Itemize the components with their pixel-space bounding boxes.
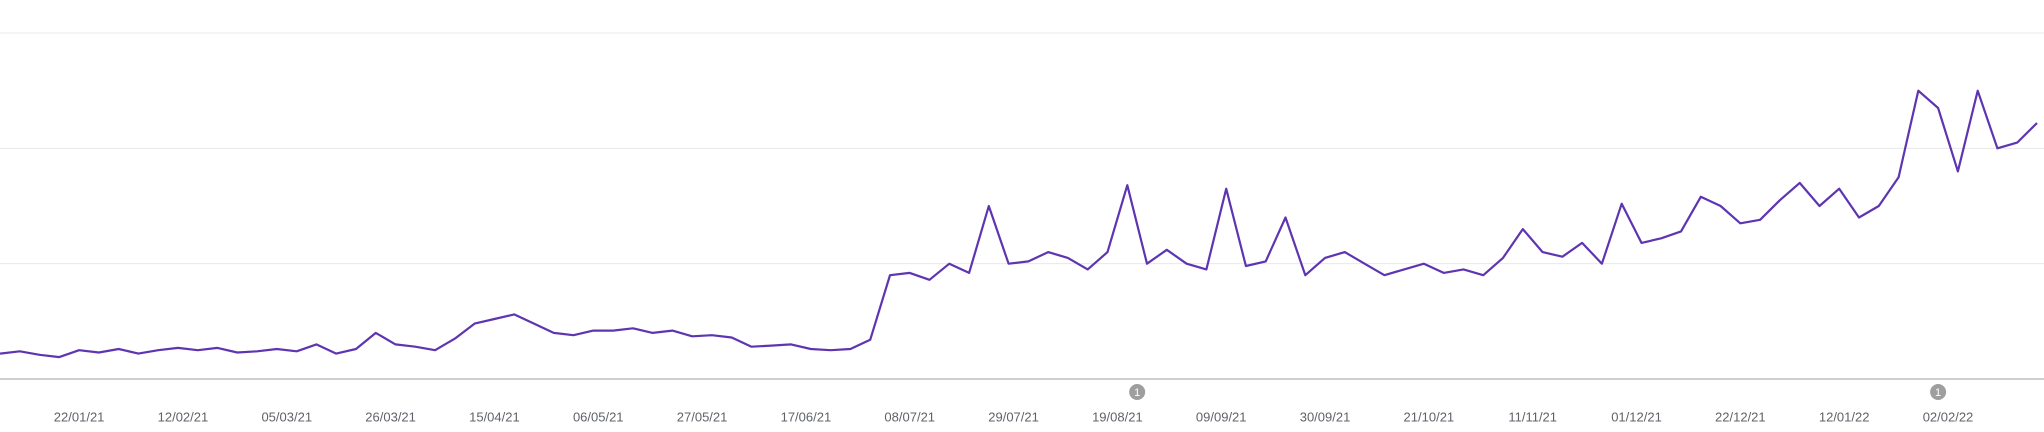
x-tick-label: 12/02/21 xyxy=(158,409,209,424)
annotation-label: 1 xyxy=(1134,387,1140,399)
x-tick-label: 06/05/21 xyxy=(573,409,624,424)
x-tick-label: 15/04/21 xyxy=(469,409,520,424)
x-tick-label: 22/01/21 xyxy=(54,409,105,424)
data-line xyxy=(0,89,2038,359)
x-tick-label: 19/08/21 xyxy=(1092,409,1143,424)
x-tick-label: 11/11/21 xyxy=(1508,409,1557,424)
annotation-label: 1 xyxy=(1935,387,1941,399)
x-tick-label: 12/01/22 xyxy=(1819,409,1870,424)
x-tick-label: 01/12/21 xyxy=(1611,409,1662,424)
x-tick-label: 08/07/21 xyxy=(884,409,935,424)
x-tick-label: 27/05/21 xyxy=(677,409,728,424)
x-tick-label: 30/09/21 xyxy=(1300,409,1351,424)
x-tick-label: 17/06/21 xyxy=(781,409,832,424)
x-tick-label: 05/03/21 xyxy=(261,409,312,424)
x-tick-label: 26/03/21 xyxy=(365,409,416,424)
x-tick-label: 02/02/22 xyxy=(1923,409,1974,424)
x-tick-label: 29/07/21 xyxy=(988,409,1039,424)
x-tick-label: 21/10/21 xyxy=(1404,409,1455,424)
annotation-marker xyxy=(1129,384,1146,400)
x-tick-label: 22/12/21 xyxy=(1715,409,1766,424)
x-tick-label: 09/09/21 xyxy=(1196,409,1247,424)
annotation-marker xyxy=(1930,384,1947,400)
